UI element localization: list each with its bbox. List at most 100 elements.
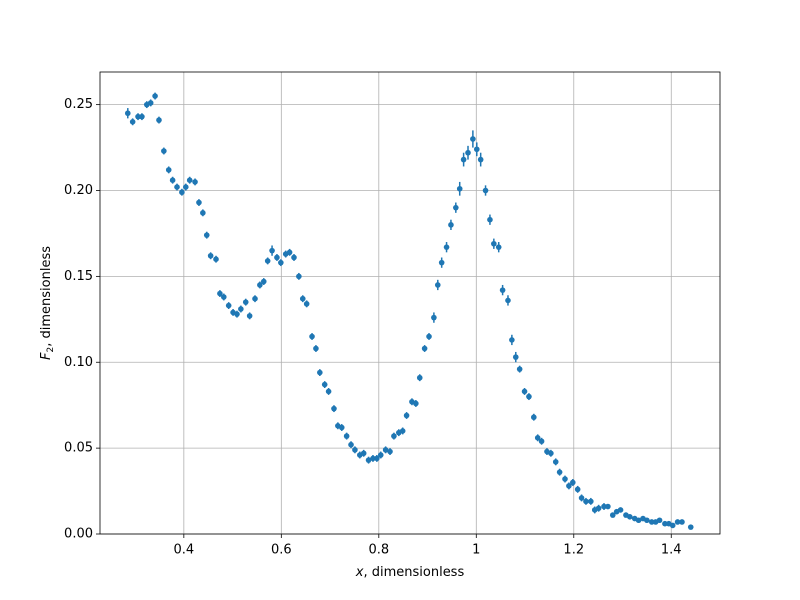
data-point	[635, 517, 642, 524]
data-point	[152, 93, 158, 99]
data-point	[505, 297, 511, 304]
data-point	[477, 156, 484, 163]
x-axis-symbol: x	[355, 565, 364, 580]
data-point	[674, 519, 681, 525]
y-axis-label: F2, dimensionless	[39, 246, 56, 360]
data-point	[609, 512, 616, 518]
y-tick-label: 0.00	[64, 527, 93, 542]
data-point	[246, 313, 253, 319]
data-point	[252, 295, 258, 302]
data-point	[338, 424, 345, 431]
data-point	[605, 503, 611, 510]
data-point	[456, 185, 463, 192]
y-tick-label: 0.10	[64, 355, 93, 370]
data-point	[416, 374, 423, 381]
data-point	[374, 455, 380, 462]
data-point	[627, 514, 633, 520]
data-point	[165, 167, 172, 173]
data-point	[234, 311, 240, 317]
data-point	[299, 295, 306, 302]
data-point	[499, 287, 506, 293]
data-point	[583, 498, 589, 505]
y-tick-label: 0.20	[64, 183, 93, 198]
data-point	[574, 486, 581, 493]
data-point	[531, 414, 537, 421]
data-point	[186, 177, 193, 184]
x-tick-label: 1	[472, 543, 480, 558]
data-point	[264, 258, 271, 264]
data-point	[448, 222, 454, 228]
data-point	[526, 393, 532, 400]
data-point	[516, 366, 523, 372]
data-point	[291, 254, 297, 261]
data-point	[182, 184, 189, 190]
data-point	[169, 177, 176, 184]
data-point	[370, 455, 376, 462]
data-point	[387, 448, 393, 455]
data-point	[391, 433, 397, 439]
data-point	[343, 433, 350, 439]
data-point	[473, 146, 480, 153]
data-point	[260, 278, 267, 285]
data-point	[179, 189, 185, 196]
x-axis-label: x, dimensionless	[355, 565, 465, 580]
data-point	[156, 117, 162, 123]
data-point	[617, 507, 624, 513]
x-tick-label: 0.6	[271, 543, 292, 558]
data-point	[687, 524, 694, 530]
data-point	[465, 149, 471, 156]
data-point	[238, 306, 244, 312]
data-point	[135, 113, 141, 120]
data-point	[217, 290, 223, 297]
data-point	[403, 412, 410, 419]
data-point	[431, 314, 437, 321]
data-point	[460, 156, 467, 163]
data-point	[269, 247, 275, 254]
data-point	[317, 369, 323, 376]
data-point	[421, 345, 428, 352]
data-point	[495, 244, 502, 250]
data-point	[303, 301, 310, 307]
data-point	[538, 438, 545, 445]
data-point	[360, 450, 367, 457]
data-point	[656, 517, 663, 524]
x-tick-label: 1.2	[563, 543, 584, 558]
data-point	[129, 119, 136, 125]
data-point	[569, 479, 576, 486]
data-point	[377, 452, 384, 458]
data-point	[487, 216, 493, 223]
data-point	[286, 249, 293, 256]
data-point	[601, 503, 607, 510]
plot-frame	[99, 71, 721, 535]
data-point	[509, 337, 515, 343]
data-point	[161, 148, 167, 154]
data-point	[662, 520, 668, 527]
data-point	[365, 457, 372, 463]
y-tick-label: 0.05	[64, 441, 93, 456]
data-point	[438, 259, 445, 266]
data-point	[413, 400, 419, 407]
data-point	[562, 476, 568, 482]
x-tick-label: 1.4	[661, 543, 682, 558]
data-point	[578, 495, 585, 501]
data-point	[221, 294, 227, 300]
data-point	[139, 113, 145, 120]
data-point	[399, 428, 406, 434]
data-point	[648, 519, 655, 525]
data-point	[443, 244, 450, 250]
data-point	[434, 282, 441, 288]
data-point	[296, 273, 302, 280]
data-point	[192, 179, 198, 185]
data-point	[566, 483, 572, 489]
x-tick-label: 0.8	[368, 543, 389, 558]
data-point	[348, 441, 354, 448]
data-point	[512, 354, 519, 360]
y-axis-text: , dimensionless	[39, 246, 54, 347]
data-point	[124, 110, 131, 117]
y-axis-symbol: F	[39, 352, 54, 360]
y-tick-label: 0.25	[64, 97, 93, 112]
data-point	[382, 447, 389, 453]
x-axis-text: , dimensionless	[363, 565, 464, 580]
data-point	[679, 519, 685, 525]
